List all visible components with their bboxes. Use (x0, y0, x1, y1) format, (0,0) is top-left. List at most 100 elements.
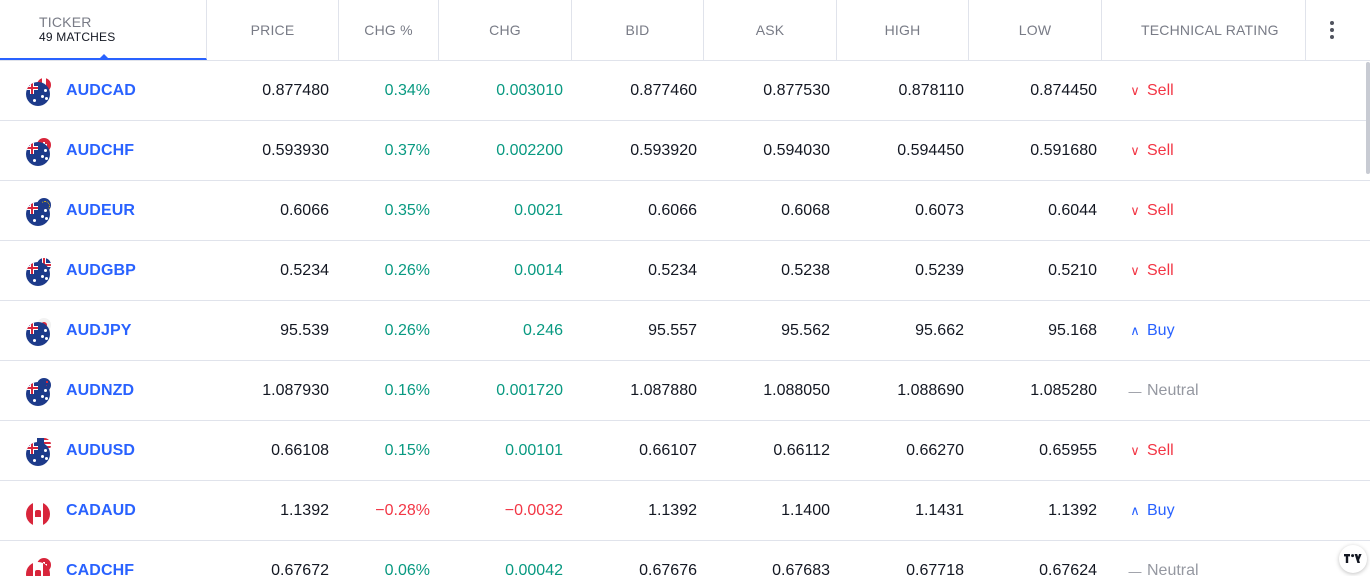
column-menu-button[interactable] (1306, 0, 1358, 60)
price-cell: 1.1392 (280, 502, 329, 519)
chevron-up-icon: ∧ (1130, 323, 1140, 338)
column-header-chg-pct[interactable]: CHG % (339, 0, 439, 60)
symbol-cell: AUDGBP (24, 241, 204, 301)
symbol-cell: CADAUD (24, 481, 204, 541)
table-row[interactable]: AUDUSD 0.66108 0.15% 0.00101 0.66107 0.66112 0… (0, 421, 1370, 481)
technical-rating-cell: ∨ Sell (1128, 181, 1288, 241)
column-header-ticker[interactable]: TICKER 49 MATCHES (0, 0, 207, 60)
high-cell: 95.662 (915, 322, 964, 339)
symbol-link[interactable]: AUDNZD (66, 382, 135, 399)
column-header-technical-rating[interactable]: TECHNICAL RATING (1102, 0, 1306, 60)
bid-cell: 1.087880 (630, 382, 697, 399)
high-cell: 1.1431 (915, 502, 964, 519)
technical-rating-cell: ∨ Sell (1128, 421, 1288, 481)
symbol-link[interactable]: AUDCAD (66, 82, 136, 99)
scrollbar-thumb[interactable] (1366, 62, 1370, 174)
column-header-ask[interactable]: ASK (704, 0, 837, 60)
chg-pct-cell: 0.26% (384, 322, 430, 339)
low-cell: 0.6044 (1048, 202, 1097, 219)
technical-rating-cell: ∨ Sell (1128, 241, 1288, 301)
table-row[interactable]: AUDCHF 0.593930 0.37% 0.002200 0.593920 0.594… (0, 121, 1370, 181)
symbol-link[interactable]: CADAUD (66, 502, 136, 519)
symbol-link[interactable]: CADCHF (66, 562, 135, 576)
ask-cell: 1.088050 (763, 382, 830, 399)
symbol-link[interactable]: AUDCHF (66, 142, 135, 159)
table-row[interactable]: AUDCAD 0.877480 0.34% 0.003010 0.877460 0.877… (0, 61, 1370, 121)
column-header-low[interactable]: LOW (969, 0, 1102, 60)
chg-pct-cell: 0.16% (384, 382, 430, 399)
currency-flag-icon (24, 556, 54, 576)
table-row[interactable]: CADAUD 1.1392 −0.28% −0.0032 1.1392 1.1400 1.1… (0, 481, 1370, 541)
low-cell: 0.65955 (1039, 442, 1097, 459)
chg-cell: 0.00101 (505, 442, 563, 459)
ask-cell: 0.6068 (781, 202, 830, 219)
bid-cell: 0.66107 (639, 442, 697, 459)
chevron-up-icon: ∧ (1130, 503, 1140, 518)
rating-label: Neutral (1147, 382, 1199, 399)
symbol-cell: AUDJPY (24, 301, 204, 361)
currency-flag-icon (24, 376, 54, 406)
chg-pct-cell: −0.28% (375, 502, 430, 519)
price-cell: 0.877480 (262, 82, 329, 99)
price-cell: 0.67672 (271, 562, 329, 576)
chg-cell: 0.0014 (514, 262, 563, 279)
high-cell: 1.088690 (897, 382, 964, 399)
ca-flag-icon (26, 502, 50, 526)
low-cell: 0.5210 (1048, 262, 1097, 279)
chg-cell: 0.001720 (496, 382, 563, 399)
column-header-price[interactable]: PRICE (207, 0, 339, 60)
chg-pct-cell: 0.37% (384, 142, 430, 159)
rating-label: Sell (1147, 82, 1174, 99)
table-row[interactable]: AUDNZD 1.087930 0.16% 0.001720 1.087880 1.088… (0, 361, 1370, 421)
chevron-down-icon: ∨ (1130, 443, 1140, 458)
tradingview-logo-icon[interactable] (1339, 545, 1367, 573)
high-cell: 0.5239 (915, 262, 964, 279)
chg-cell: 0.0021 (514, 202, 563, 219)
symbol-link[interactable]: AUDUSD (66, 442, 136, 459)
chg-cell: 0.002200 (496, 142, 563, 159)
ask-cell: 0.67683 (772, 562, 830, 576)
au-flag-icon (26, 202, 50, 226)
rating-label: Neutral (1147, 562, 1199, 576)
technical-rating-cell: — Neutral (1128, 361, 1288, 421)
symbol-link[interactable]: AUDJPY (66, 322, 132, 339)
low-cell: 0.67624 (1039, 562, 1097, 576)
bid-cell: 0.877460 (630, 82, 697, 99)
chg-cell: 0.00042 (505, 562, 563, 576)
table-row[interactable]: AUDEUR 0.6066 0.35% 0.0021 0.6066 0.6068 0.607… (0, 181, 1370, 241)
ask-cell: 0.66112 (773, 442, 830, 459)
technical-rating-cell: ∨ Sell (1128, 121, 1288, 181)
column-header-chg[interactable]: CHG (439, 0, 572, 60)
column-header-high[interactable]: HIGH (837, 0, 969, 60)
au-flag-icon (26, 322, 50, 346)
currency-flag-icon (24, 196, 54, 226)
table-row[interactable]: AUDJPY 95.539 0.26% 0.246 95.557 95.562 95.662… (0, 301, 1370, 361)
ca-flag-icon (26, 562, 50, 576)
high-cell: 0.6073 (915, 202, 964, 219)
chevron-down-icon: ∨ (1130, 203, 1140, 218)
rating-label: Sell (1147, 442, 1174, 459)
symbol-cell: AUDCAD (24, 61, 204, 121)
high-cell: 0.67718 (906, 562, 964, 576)
chg-pct-cell: 0.06% (384, 562, 430, 576)
dash-icon: — (1128, 563, 1142, 576)
table-row[interactable]: AUDGBP 0.5234 0.26% 0.0014 0.5234 0.5238 0.523… (0, 241, 1370, 301)
symbol-link[interactable]: AUDGBP (66, 262, 136, 279)
currency-flag-icon (24, 136, 54, 166)
low-cell: 1.085280 (1030, 382, 1097, 399)
au-flag-icon (26, 382, 50, 406)
chg-cell: −0.0032 (504, 502, 563, 519)
au-flag-icon (26, 262, 50, 286)
bid-cell: 95.557 (648, 322, 697, 339)
rating-label: Buy (1147, 502, 1175, 519)
symbol-cell: AUDEUR (24, 181, 204, 241)
table-row[interactable]: CADCHF 0.67672 0.06% 0.00042 0.67676 0.67683 0… (0, 541, 1370, 576)
ask-cell: 0.5238 (781, 262, 830, 279)
chg-cell: 0.246 (522, 322, 563, 339)
bid-cell: 0.67676 (639, 562, 697, 576)
price-cell: 95.539 (280, 322, 329, 339)
symbol-link[interactable]: AUDEUR (66, 202, 136, 219)
technical-rating-cell: ∨ Sell (1128, 61, 1288, 121)
rating-label: Buy (1147, 322, 1175, 339)
column-header-bid[interactable]: BID (572, 0, 704, 60)
